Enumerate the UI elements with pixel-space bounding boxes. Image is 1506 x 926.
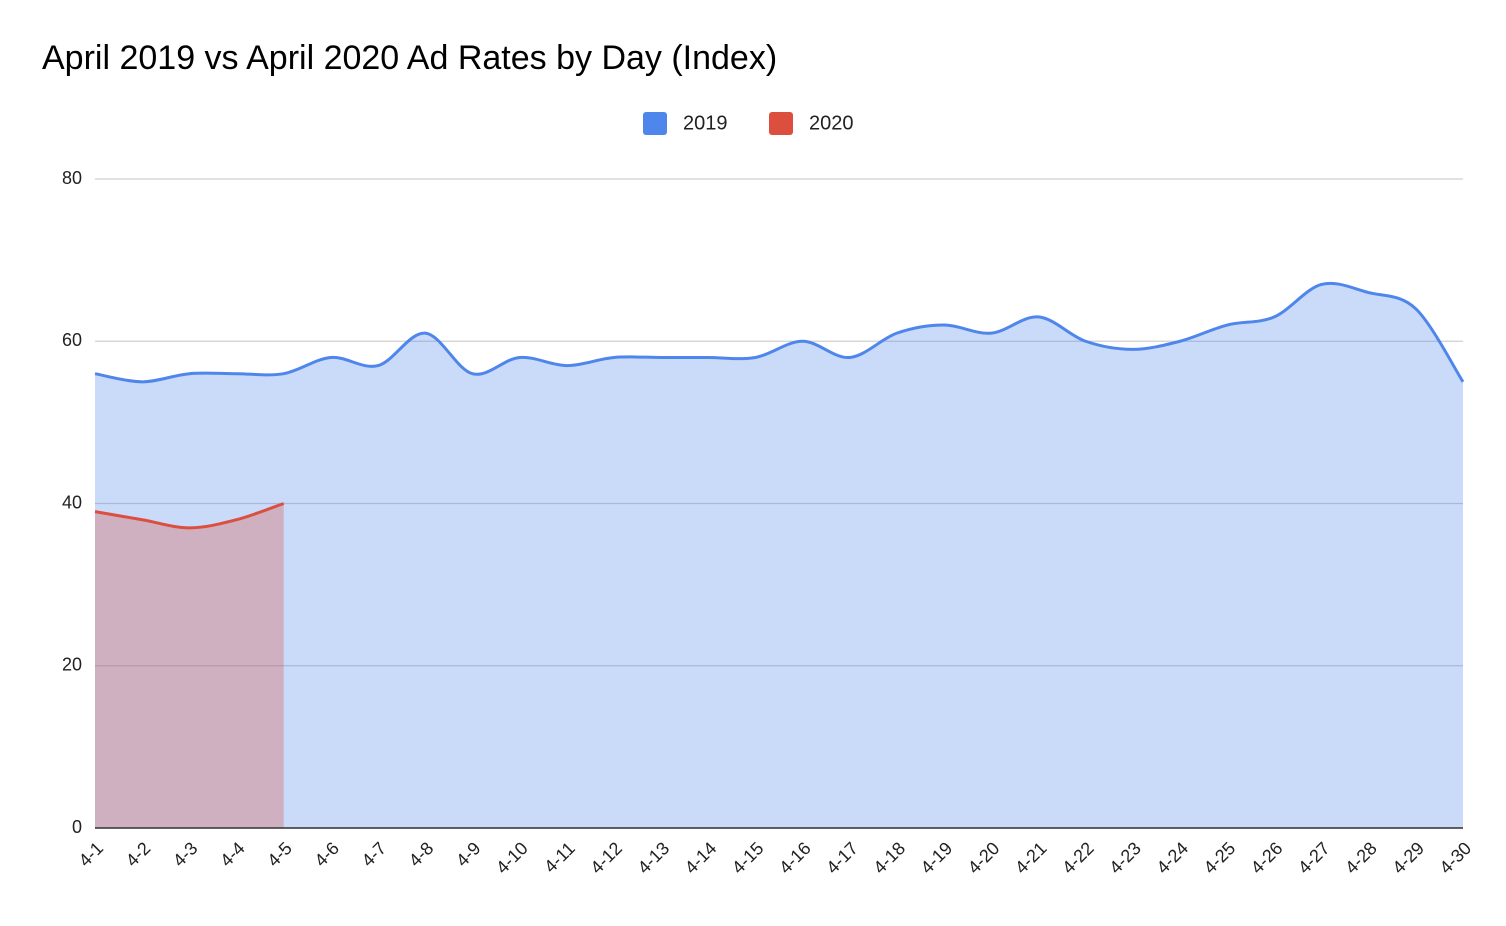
areas: [95, 283, 1463, 828]
x-tick-label: 4-23: [1105, 838, 1145, 878]
x-tick-label: 4-4: [216, 838, 249, 871]
y-tick-label: 40: [62, 492, 82, 512]
lines: [94, 281, 1465, 530]
x-tick-label: 4-28: [1341, 838, 1381, 878]
x-tick-label: 4-10: [492, 838, 532, 878]
x-tick-label: 4-1: [75, 838, 108, 871]
x-tick-label: 4-13: [634, 838, 674, 878]
x-tick-label: 4-24: [1153, 838, 1193, 878]
x-tick-label: 4-3: [169, 838, 202, 871]
area: [95, 283, 1463, 828]
x-tick-label: 4-25: [1200, 838, 1240, 878]
x-tick-label: 4-20: [964, 838, 1004, 878]
x-tick-label: 4-12: [586, 838, 626, 878]
x-tick-label: 4-21: [1011, 838, 1051, 878]
area: [95, 503, 284, 828]
x-tick-label: 4-16: [775, 838, 815, 878]
x-tick-label: 4-30: [1436, 838, 1476, 878]
x-tick-label: 4-27: [1294, 838, 1334, 878]
legend-swatch: [643, 112, 667, 135]
y-tick-label: 20: [62, 655, 82, 675]
x-tick-label: 4-7: [358, 838, 391, 871]
x-tick-label: 4-14: [681, 838, 721, 878]
x-tick-label: 4-2: [122, 838, 155, 871]
chart-title: April 2019 vs April 2020 Ad Rates by Day…: [42, 39, 777, 77]
x-tick-label: 4-15: [728, 838, 768, 878]
x-tick-label: 4-6: [311, 838, 344, 871]
x-tick-label: 4-8: [405, 838, 438, 871]
x-tick-label: 4-17: [822, 838, 862, 878]
legend-label: 2019: [683, 112, 728, 134]
x-tick-label: 4-22: [1058, 838, 1098, 878]
x-tick-label: 4-11: [540, 838, 579, 877]
y-tick-label: 0: [72, 817, 82, 837]
line: [94, 502, 285, 530]
x-tick-label: 4-9: [452, 838, 485, 871]
legend-swatch: [769, 112, 793, 135]
x-tick-label: 4-19: [917, 838, 957, 878]
y-tick-label: 80: [62, 168, 82, 188]
line: [94, 281, 1465, 384]
x-tick-label: 4-5: [263, 838, 296, 871]
x-tick-label: 4-29: [1388, 838, 1428, 878]
x-tick-label: 4-26: [1247, 838, 1287, 878]
x-tick-label: 4-18: [869, 838, 909, 878]
legend-label: 2020: [809, 112, 854, 134]
y-tick-label: 60: [62, 330, 82, 350]
